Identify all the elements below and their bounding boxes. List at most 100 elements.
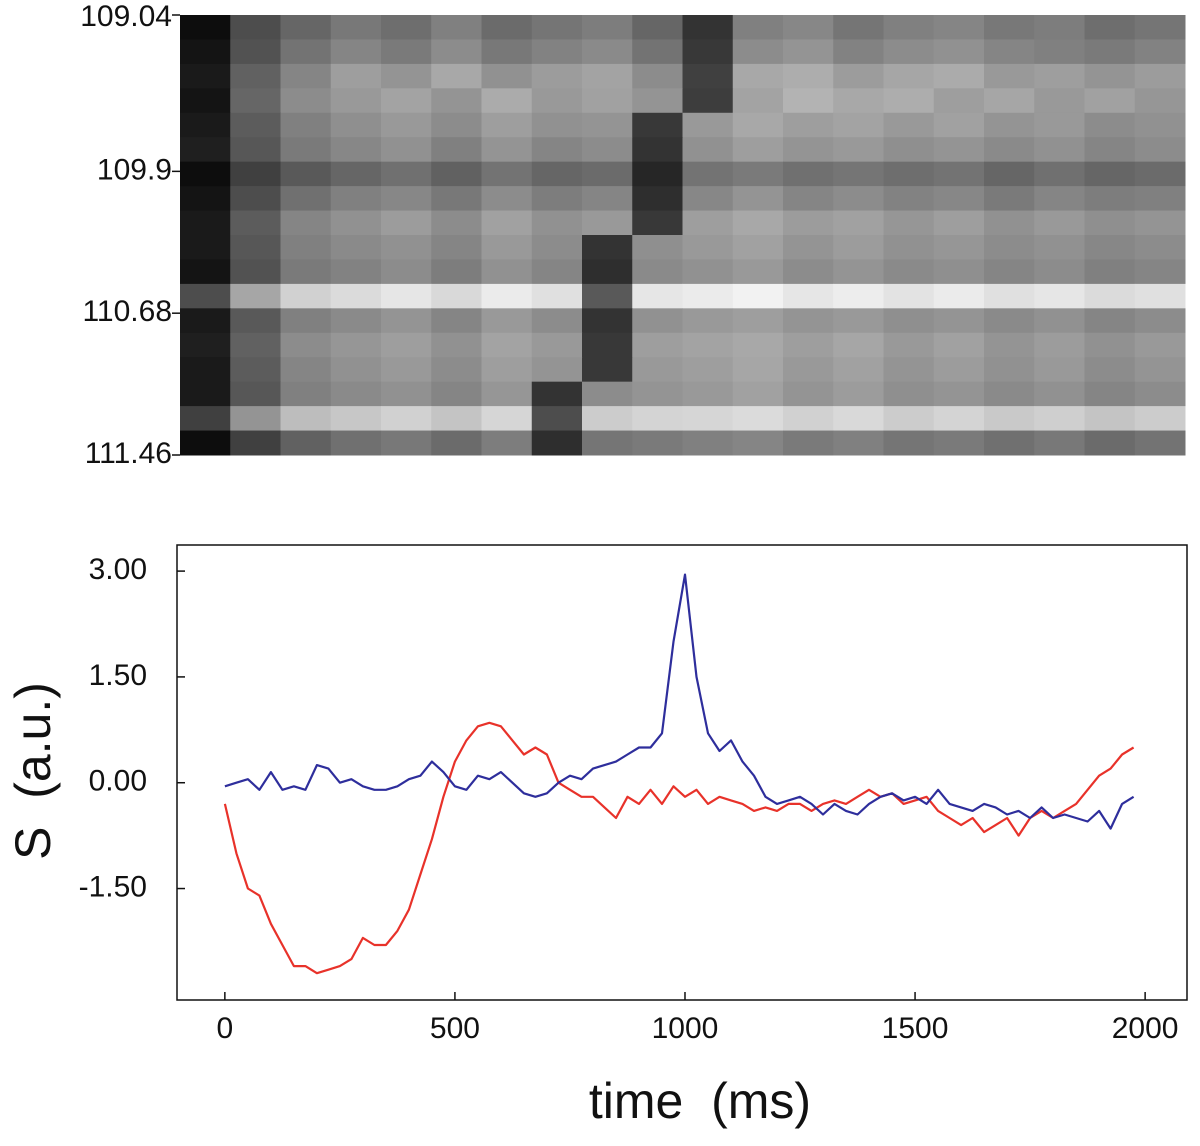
heatmap-cell [280,381,332,407]
heatmap-cell [883,63,935,89]
heatmap-cell [933,88,985,114]
heatmap-cell [481,210,533,236]
heatmap-cell [180,137,231,163]
heatmap-cell [431,430,482,456]
heatmap-cell [1134,88,1186,114]
heatmap-cell [1134,63,1186,89]
heatmap-cell [1034,15,1085,40]
heatmap-cell [933,63,985,89]
heatmap-cell [984,235,1035,260]
heatmap-cell [280,332,332,358]
heatmap-cell [1134,235,1186,260]
heatmap-cell [682,161,734,187]
heatmap-cell [632,283,683,309]
heatmap-cell [883,259,935,285]
heatmap-cell [682,259,734,285]
heatmap-cell [180,406,231,432]
heatmap-cell [431,357,482,383]
heatmap-cell [984,210,1035,236]
heatmap-cell [984,63,1035,89]
heatmap-cell [883,406,935,432]
heatmap-cell [1084,63,1136,89]
heatmap-cell [933,161,985,187]
heatmap-cell [280,259,332,285]
heatmap-cell [582,63,633,89]
heatmap-cell [280,357,332,383]
heatmap-cell [230,283,281,309]
heatmap-cell [883,210,935,236]
heatmap-cell [431,235,482,260]
heatmap-cell [1084,430,1136,456]
heatmap-cell [833,332,884,358]
heatmap-cell [280,210,332,236]
heatmap-cell [1134,308,1186,334]
heatmap-cell [481,430,533,456]
heatmap-cell [632,430,683,456]
heatmap-cell [632,259,683,285]
heatmap-cell [1134,112,1186,138]
heatmap-cell [280,63,332,89]
heatmap-cell [1134,406,1186,432]
heatmap-cell [230,39,281,65]
heatmap-cell [984,308,1035,334]
heatmap-cell [230,63,281,89]
heatmap-cell [381,332,432,358]
heatmap-cell [230,15,281,40]
heatmap-cell [1034,259,1085,285]
heatmap-cell [632,406,683,432]
heatmap-cell [783,332,834,358]
heatmap-cell [984,381,1035,407]
heatmap-cell [984,430,1035,456]
heatmap-cell [1034,430,1085,456]
heatmap-cell [1084,112,1136,138]
heatmap-cell [783,15,834,40]
heatmap-cell [632,88,683,114]
heatmap-cell [531,88,583,114]
heatmap-cell [280,186,332,212]
heatmap-cell [381,210,432,236]
heatmap-cell [933,39,985,65]
data-line [224,573,1135,830]
heatmap-cell [431,15,482,40]
heatmap-cell [230,235,281,260]
heatmap-cell [833,63,884,89]
heatmap-cell [1034,332,1085,358]
heatmap-cell [481,137,533,163]
heatmap-cell [180,186,231,212]
heatmap-cell [783,430,834,456]
heatmap-cell [531,308,583,334]
heatmap-cell [1034,235,1085,260]
heatmap-cell [632,381,683,407]
heatmap-cell [1134,381,1186,407]
heatmap-cell [732,259,784,285]
heatmap-cell [732,235,784,260]
heatmap-cell [833,137,884,163]
y-tick-label: 110.68 [82,295,172,328]
heatmap-cell [280,15,332,40]
heatmap-cell [833,112,884,138]
heatmap-cell [783,137,834,163]
heatmap-cell [783,283,834,309]
heatmap-cell [783,259,834,285]
heatmap-cell [732,357,784,383]
heatmap-cell [984,186,1035,212]
heatmap-cell [883,283,935,309]
heatmap-cell [330,381,382,407]
heatmap-cell [230,406,281,432]
heatmap-cell [381,283,432,309]
heatmap-cell [230,88,281,114]
heatmap-cell [431,381,482,407]
heatmap-cell [883,112,935,138]
heatmap-cell [833,39,884,65]
heatmap-cell [682,308,734,334]
heatmap-cell [933,308,985,334]
heatmap-cell [833,430,884,456]
heatmap-cell [180,210,231,236]
heatmap-cell [933,406,985,432]
heatmap-cell [531,381,583,407]
heatmap-cell [682,112,734,138]
heatmap-cell [1084,381,1136,407]
heatmap-cell [180,357,231,383]
heatmap-cell [431,332,482,358]
